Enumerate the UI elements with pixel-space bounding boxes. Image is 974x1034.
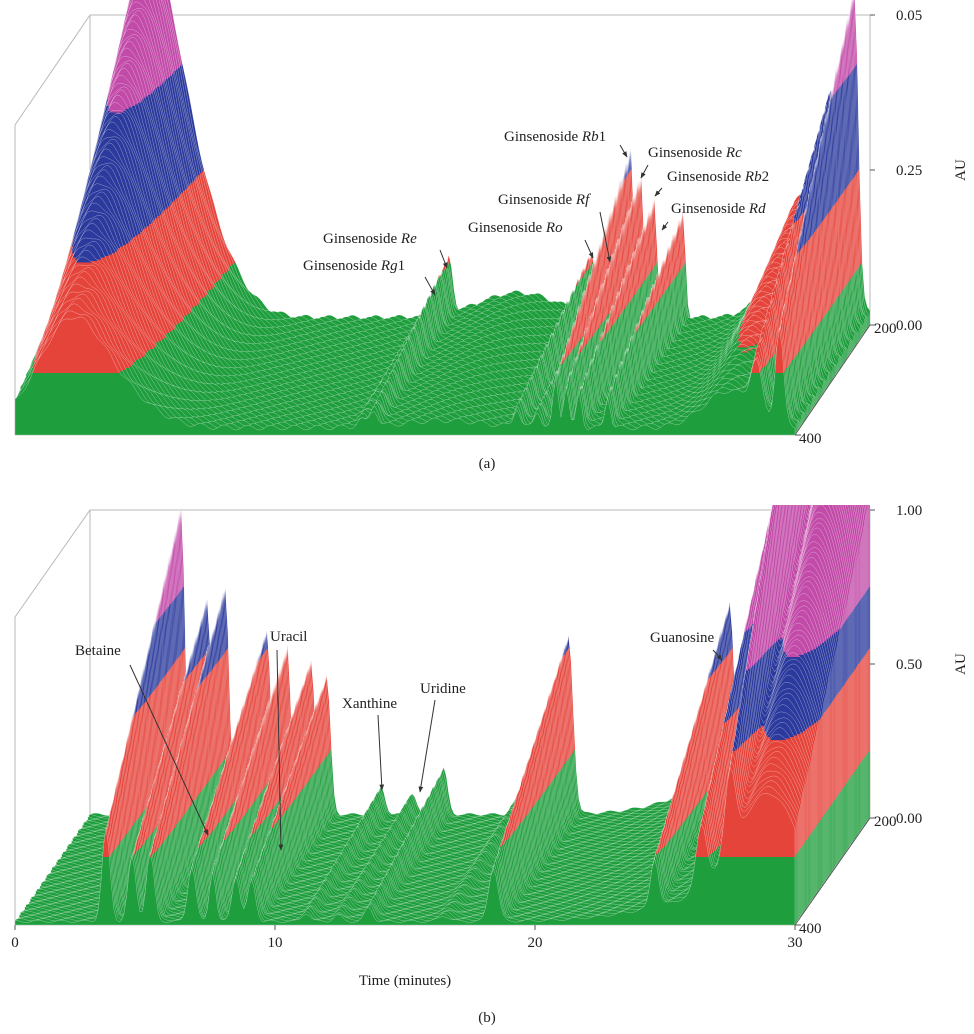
panel: 0.00 0.50 1.00 AU 200 400 0 10 20 30 Time (minutes…	[11, 503, 969, 1026]
box-edge	[14, 509, 91, 618]
peak-label: Uracil	[270, 629, 307, 645]
label-part: Ginsenoside	[667, 169, 745, 185]
arrow	[712, 649, 723, 661]
label-part: Betaine	[75, 643, 121, 659]
label-part: 2	[762, 169, 770, 185]
peak-label: Ginsenoside Rg1	[303, 258, 405, 274]
y-axis-label: AU	[953, 159, 969, 181]
surface	[14, 505, 871, 926]
y-axis-label: AU	[953, 653, 969, 675]
peak-label: Ginsenoside Rb2	[667, 169, 769, 185]
x-axis-label: Time (minutes)	[359, 973, 451, 989]
label-part: Uracil	[270, 629, 307, 645]
label-part: Rd	[748, 201, 766, 217]
trace	[14, 316, 796, 436]
box-edge	[14, 14, 91, 126]
arrow	[584, 239, 594, 259]
peak-label: Ginsenoside Rf	[498, 192, 591, 208]
arrow	[654, 187, 663, 197]
arrow	[418, 699, 436, 793]
z-tick-label: 400	[799, 431, 822, 447]
x-tick-label: 10	[268, 935, 283, 951]
x-tick-label: 30	[788, 935, 803, 951]
label-part: 1	[599, 129, 607, 145]
caption: (a)	[479, 456, 496, 472]
arrow	[661, 221, 669, 231]
z-axis	[794, 324, 871, 436]
label-part: Rc	[725, 145, 742, 161]
x-tick-label: 0	[11, 935, 19, 951]
arrow	[377, 714, 385, 791]
caption: (b)	[478, 1010, 496, 1026]
y-tick-label: 1.00	[896, 503, 922, 519]
label-part: Ginsenoside	[323, 231, 401, 247]
arrow	[599, 211, 612, 263]
z-tick-label: 200	[874, 321, 897, 337]
peak-label: Ginsenoside Ro	[468, 220, 563, 236]
z-tick-label: 200	[874, 814, 897, 830]
label-part: Rb	[744, 169, 762, 185]
arrow	[640, 164, 649, 179]
y-tick-label: 0.25	[896, 163, 922, 179]
label-part: Ginsenoside	[504, 129, 582, 145]
label-part: Rg	[380, 258, 398, 274]
label-part: Uridine	[420, 681, 466, 697]
peak-label: Ginsenoside Rd	[671, 201, 766, 217]
label-part: Guanosine	[650, 630, 714, 646]
label-part: Ginsenoside	[303, 258, 381, 274]
peak-label: Ginsenoside Rc	[648, 145, 742, 161]
peak-label: Uridine	[420, 681, 466, 697]
label-part: Rf	[575, 192, 591, 208]
label-part: Xanthine	[342, 696, 397, 712]
y-tick-label: 0.05	[896, 8, 922, 24]
label-part: 1	[398, 258, 406, 274]
label-part: Ginsenoside	[671, 201, 749, 217]
label-part: Re	[400, 231, 417, 247]
peak-label: Guanosine	[650, 630, 714, 646]
x-tick-label: 20	[528, 935, 543, 951]
arrow	[619, 144, 628, 158]
label-part: Ginsenoside	[498, 192, 576, 208]
arrow	[129, 664, 209, 836]
arrow	[424, 276, 436, 296]
label-part: Rb	[581, 129, 599, 145]
trace	[14, 767, 796, 926]
label-part: Ginsenoside	[648, 145, 726, 161]
peak-label: Betaine	[75, 643, 121, 659]
label-part: Ginsenoside	[468, 220, 546, 236]
label-part: Ro	[545, 220, 563, 236]
arrow	[276, 649, 284, 851]
y-tick-label: 0.00	[896, 811, 922, 827]
peak-label: Ginsenoside Rb1	[504, 129, 606, 145]
peak-label: Ginsenoside Re	[323, 231, 417, 247]
z-tick-label: 400	[799, 921, 822, 937]
arrow	[439, 249, 448, 269]
y-tick-label: 0.00	[896, 318, 922, 334]
z-axis	[794, 817, 871, 926]
peak-label: Xanthine	[342, 696, 397, 712]
y-tick-label: 0.50	[896, 657, 922, 673]
surface	[14, 0, 871, 436]
